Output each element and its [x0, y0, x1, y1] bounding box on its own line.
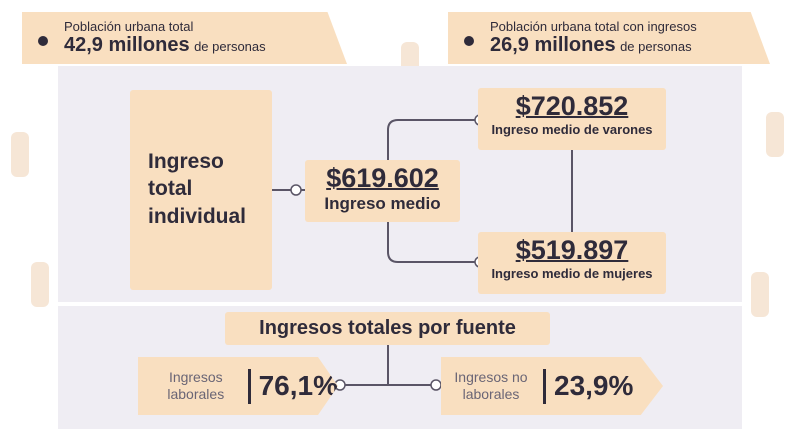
- badge: Población urbana total 42,9 millones de …: [22, 12, 347, 64]
- amount-label: Ingreso medio de mujeres: [491, 266, 653, 281]
- badge-label: Población urbana total con ingresos: [490, 19, 697, 34]
- source-box: Ingresos no laborales 23,9%: [441, 357, 663, 415]
- amount: $519.897: [515, 235, 629, 265]
- badge-label: Población urbana total: [64, 19, 194, 34]
- mean-box: $619.602 Ingreso medio: [305, 160, 460, 222]
- source-value: 76,1%: [258, 370, 338, 401]
- bullet: [38, 36, 48, 46]
- income-title: Ingreso total individual: [130, 90, 272, 290]
- women-box: $519.897 Ingreso medio de mujeres: [478, 232, 666, 294]
- sources-title: Ingresos totales por fuente: [225, 312, 550, 345]
- badge-value: 26,9 millones: [490, 34, 616, 56]
- amount-label: Ingreso medio: [324, 194, 441, 213]
- bullet: [464, 36, 474, 46]
- badge-unit: de personas: [620, 39, 692, 54]
- amount: $619.602: [326, 163, 439, 193]
- income-title-text: Ingreso total individual: [148, 150, 247, 228]
- amount-label: Ingreso medio de varones: [491, 122, 653, 137]
- badge-value: 42,9 millones: [64, 34, 190, 56]
- source-value: 23,9%: [554, 370, 634, 401]
- source-label: Ingresos laborales: [150, 368, 251, 404]
- badge: Población urbana total con ingresos 26,9…: [448, 12, 770, 64]
- source-box: Ingresos laborales 76,1%: [138, 357, 338, 415]
- source-label: Ingresos no laborales: [445, 368, 546, 404]
- men-box: $720.852 Ingreso medio de varones: [478, 88, 666, 150]
- amount: $720.852: [515, 91, 629, 121]
- badge-unit: de personas: [194, 39, 266, 54]
